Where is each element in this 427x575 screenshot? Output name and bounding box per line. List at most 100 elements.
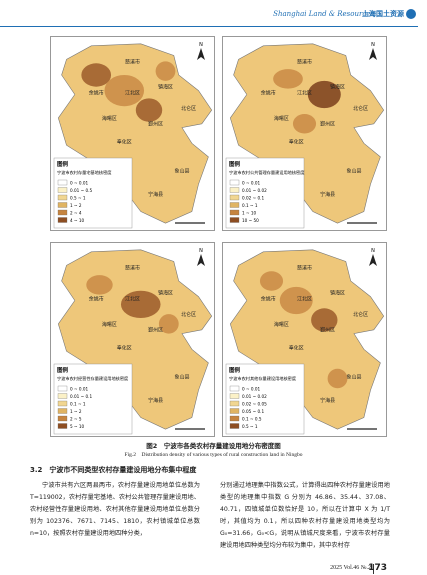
legend-swatch	[229, 209, 240, 216]
legend-heading: 图例	[57, 366, 69, 374]
density	[81, 61, 176, 122]
legend-box	[53, 157, 133, 229]
place-label: 象山县	[346, 374, 361, 381]
legend-box	[53, 363, 133, 435]
journal-en: Shanghai Land & Resources	[273, 10, 374, 18]
body-text: 宁波市共有六区两县两市，农村存量建设用地单位总数为 T=119002，农村存量宅…	[30, 482, 200, 537]
legend-swatch	[57, 423, 68, 429]
legend-swatch	[229, 385, 240, 392]
legend-heading: 图例	[229, 366, 241, 374]
legend-item: 0.01 ~ 0.02	[242, 394, 267, 399]
place-label: 鄞州区	[148, 121, 163, 128]
legend-swatch	[229, 187, 240, 193]
hotspot	[259, 271, 284, 291]
place-label: 余姚市	[89, 296, 104, 303]
place-label: 海曙区	[274, 321, 289, 328]
place-label: 宁海县	[148, 191, 163, 198]
place-label: 宁海县	[320, 191, 335, 198]
place-label: 江北区	[125, 296, 140, 303]
legend-item: 0.01 ~ 0.1	[70, 394, 92, 399]
place-label: 鄞州区	[320, 121, 335, 128]
hotspot	[158, 314, 179, 334]
legend-item: 4 ~ 10	[70, 218, 84, 223]
legend-item: 0 ~ 0.01	[70, 386, 88, 391]
legend-item: 0.01 ~ 0.02	[242, 188, 267, 193]
north-arrow	[369, 48, 377, 60]
legend-swatch	[57, 209, 68, 216]
legend-heading: 图例	[57, 160, 69, 168]
place-label: 江北区	[297, 90, 312, 97]
legend-title: 宁波市农村公共管理存量建设用地核密度	[229, 169, 305, 176]
legend-item: 0.01 ~ 0.5	[70, 188, 92, 193]
legend-item: 5 ~ 10	[70, 424, 84, 429]
hotspot	[155, 61, 176, 81]
legend-title: 宁波市农村经营性存量建设用地核密度	[57, 375, 129, 382]
place-label: 余姚市	[261, 90, 276, 97]
body-text: 分别通过地理集中指数公式，计算得出四种农村存量建设用地类型的地理集中指数 G 分…	[220, 482, 390, 549]
hotspot	[292, 114, 317, 134]
legend-title: 宁波市农村存量宅基地核密度	[57, 169, 112, 176]
legend-item: 0.05 ~ 0.1	[242, 409, 264, 414]
north-label: N	[371, 248, 375, 254]
north-arrow	[197, 254, 205, 266]
caption-cn: 图2 宁波市各类农村存量建设用地分布密度图	[146, 442, 281, 450]
place-label: 慈溪市	[125, 264, 140, 271]
legend-item: 0 ~ 0.01	[242, 180, 260, 185]
legend-item: 0.1 ~ 1	[242, 203, 258, 208]
place-label: 慈溪市	[125, 58, 140, 65]
place-label: 镇海区	[330, 84, 345, 91]
place-label: 象山县	[174, 374, 189, 381]
hotspot	[327, 368, 348, 389]
legend-item: 1 ~ 2	[70, 409, 82, 414]
legend-swatch	[229, 194, 240, 201]
place-label: 象山县	[174, 168, 189, 175]
density	[273, 69, 341, 134]
legend-swatch	[57, 393, 68, 399]
place-label: 奉化区	[117, 344, 132, 351]
place-label: 奉化区	[289, 344, 304, 351]
place-label: 奉化区	[289, 138, 304, 145]
legend-swatch	[229, 408, 240, 414]
legend-item: 0 ~ 0.01	[70, 180, 88, 185]
section-heading: 3.2 宁波市不同类型农村存量建设用地分布集中程度	[30, 466, 197, 474]
place-label: 鄞州区	[320, 327, 335, 334]
hotspot	[279, 286, 313, 315]
legend-swatch	[57, 179, 68, 186]
legend-swatch	[229, 202, 240, 208]
legend-item: 0.1 ~ 0.5	[242, 416, 262, 421]
density	[86, 275, 179, 334]
legend-item: 0.5 ~ 1	[70, 195, 86, 200]
place-label: 镇海区	[158, 290, 173, 297]
legend-swatch	[229, 393, 240, 399]
place-label: 慈溪市	[297, 264, 312, 271]
north-label: N	[199, 42, 203, 48]
region	[57, 249, 213, 430]
place-label: 宁海县	[148, 397, 163, 404]
legend-swatch	[229, 423, 240, 429]
legend-item: 0 ~ 0.01	[242, 386, 260, 391]
place-label: 江北区	[297, 296, 312, 303]
legend-item: 1 ~ 10	[242, 210, 256, 215]
place-label: 江北区	[125, 90, 140, 97]
legend-swatch	[57, 415, 68, 422]
place-label: 镇海区	[158, 84, 173, 91]
legend-item: 2 ~ 5	[70, 416, 82, 421]
legend-swatch	[229, 400, 240, 407]
legend-box	[225, 363, 305, 435]
place-label: 宁海县	[320, 397, 335, 404]
place-label: 北仑区	[181, 311, 196, 318]
density	[259, 271, 348, 389]
hotspot	[86, 275, 113, 295]
legend-swatch	[57, 202, 68, 208]
north-arrow	[369, 254, 377, 266]
place-label: 余姚市	[261, 296, 276, 303]
place-label: 余姚市	[89, 90, 104, 97]
legend-swatch	[57, 217, 68, 223]
logo	[406, 9, 416, 19]
place-label: 北仑区	[353, 105, 368, 112]
